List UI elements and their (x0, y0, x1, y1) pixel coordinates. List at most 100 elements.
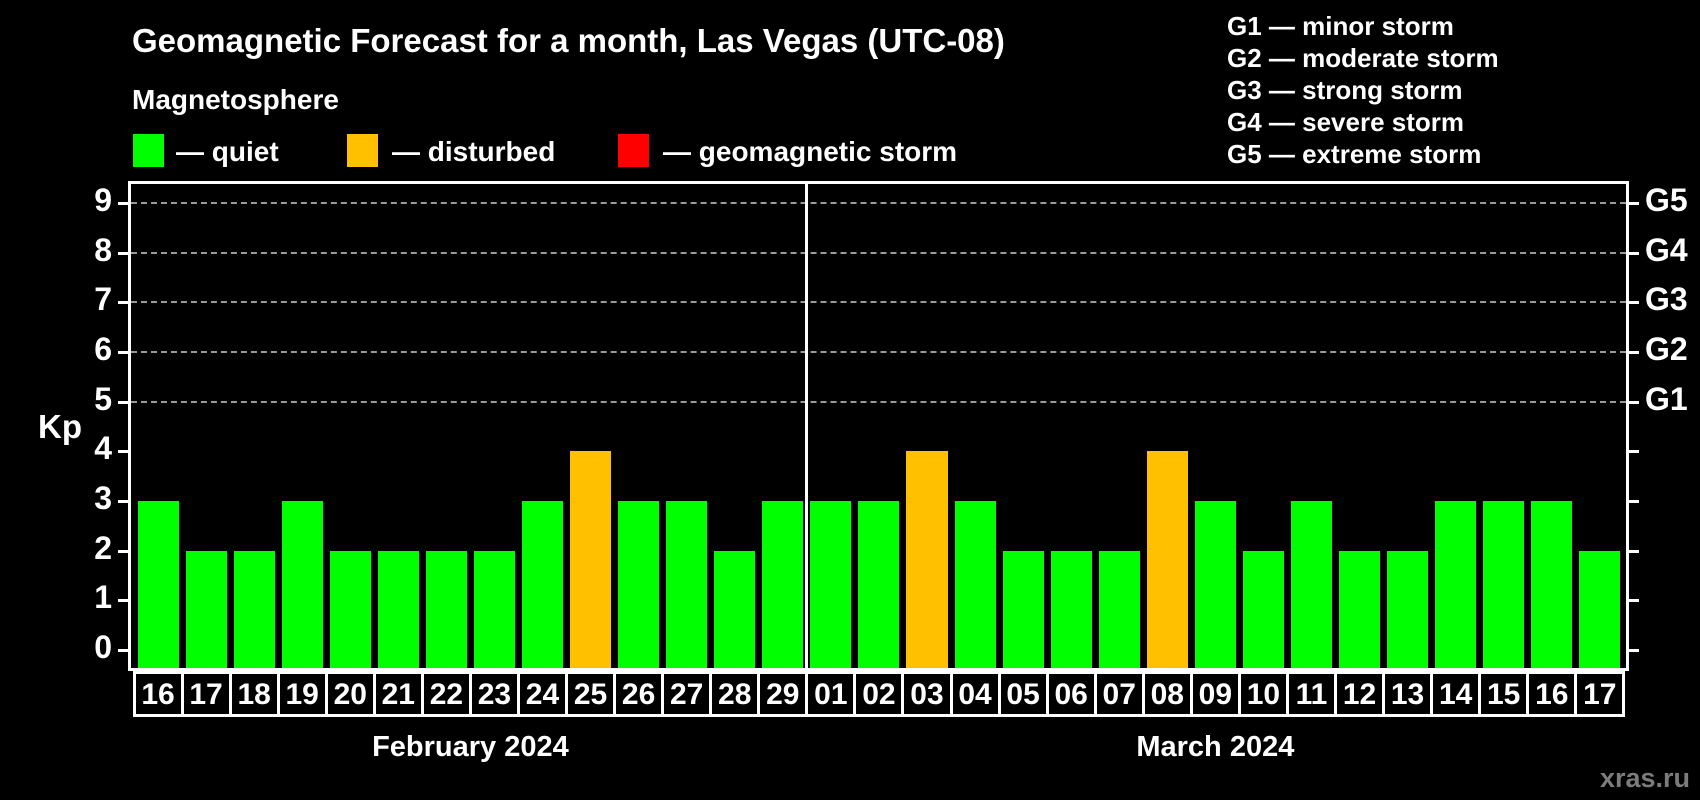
legend-label-disturbed: — disturbed (392, 136, 556, 167)
kp-bar-19 (281, 500, 323, 668)
y-tick-right (1626, 599, 1639, 603)
g-legend-line: G4 — severe storm (1227, 107, 1465, 137)
kp-bar-09 (1194, 500, 1236, 668)
gridline-G3 (131, 301, 1626, 304)
date-cell-01: 01 (805, 671, 857, 717)
y-tick-right (1626, 251, 1639, 255)
date-cell-04: 04 (949, 671, 1001, 717)
g-legend-line: G1 — minor storm (1227, 11, 1454, 41)
g-level-label-G4: G4 (1645, 231, 1688, 268)
date-cell-15: 15 (1478, 671, 1530, 717)
kp-bar-24 (521, 500, 564, 668)
y-tick-right (1626, 549, 1639, 553)
g-scale-legend: G1 — minor storm G2 — moderate storm G3 — … (1227, 10, 1499, 170)
y-axis-title: Kp (38, 408, 82, 445)
watermark: xras.ru (1599, 763, 1690, 793)
kp-bar-08 (1146, 451, 1188, 668)
kp-bar-16 (137, 500, 179, 668)
kp-bar-26 (618, 500, 660, 668)
date-cell-21: 21 (372, 671, 424, 717)
y-tick-right (1626, 450, 1639, 454)
y-tick-left (118, 499, 131, 503)
y-tick-left (118, 201, 131, 205)
y-tick-label: 1 (94, 579, 112, 616)
kp-bar-21 (377, 550, 419, 668)
date-cell-19: 19 (276, 671, 328, 717)
kp-bar-03 (906, 451, 948, 668)
kp-bar-27 (666, 500, 708, 668)
y-tick-left (118, 251, 131, 255)
y-tick-label: 7 (94, 281, 112, 318)
y-tick-left (118, 301, 131, 305)
y-tick-left (118, 549, 131, 553)
date-cell-10: 10 (1237, 671, 1289, 717)
date-cell-06: 06 (1045, 671, 1097, 717)
legend-label-quiet: — quiet (176, 136, 279, 167)
legend-swatch-quiet (133, 134, 164, 167)
month-label-0: February 2024 (372, 731, 569, 763)
y-tick-label: 9 (94, 181, 112, 218)
month-label-1: March 2024 (1136, 731, 1295, 763)
legend-label-storm: — geomagnetic storm (663, 136, 958, 167)
date-cell-02: 02 (853, 671, 905, 717)
date-cell-03: 03 (901, 671, 953, 717)
y-tick-right (1626, 400, 1639, 404)
y-tick-right (1626, 301, 1639, 305)
kp-bar-12 (1339, 550, 1381, 668)
kp-bar-23 (473, 550, 515, 668)
page-title: Geomagnetic Forecast for a month, Las Ve… (132, 22, 1005, 59)
y-tick-label: 5 (94, 380, 112, 417)
y-tick-label: 3 (94, 479, 112, 516)
kp-bar-05 (1002, 550, 1044, 668)
g-level-label-G2: G2 (1645, 330, 1688, 367)
y-tick-left (118, 350, 131, 354)
date-cell-23: 23 (468, 671, 520, 717)
kp-bar-01 (810, 500, 852, 668)
legend-swatch-storm (618, 134, 649, 167)
date-cell-11: 11 (1285, 671, 1337, 717)
date-cell-22: 22 (420, 671, 472, 717)
y-tick-label: 8 (94, 231, 112, 268)
kp-bar-22 (425, 550, 467, 668)
date-cell-18: 18 (228, 671, 280, 717)
kp-bar-29 (762, 500, 804, 668)
date-cell-29: 29 (757, 671, 809, 717)
date-cell-08: 08 (1141, 671, 1193, 717)
plot-frame (128, 181, 1629, 671)
kp-bar-17 (185, 550, 227, 668)
g-legend-line: G5 — extreme storm (1227, 139, 1482, 169)
g-level-label-G5: G5 (1645, 181, 1688, 218)
kp-bar-25 (570, 451, 612, 668)
g-legend-line: G3 — strong storm (1227, 75, 1463, 105)
gridline-G1 (131, 400, 1626, 403)
y-tick-label: 4 (94, 430, 112, 467)
gridline-G4 (131, 251, 1626, 254)
kp-bar-20 (329, 550, 371, 668)
month-divider (805, 184, 809, 668)
date-cell-25: 25 (565, 671, 617, 717)
date-cell-16: 16 (132, 671, 184, 717)
y-tick-left (118, 649, 131, 652)
date-cell-09: 09 (1189, 671, 1241, 717)
date-cell-17: 17 (180, 671, 232, 717)
kp-bar-14 (1435, 500, 1477, 668)
y-tick-right (1626, 201, 1639, 205)
y-tick-label: 2 (94, 529, 112, 566)
date-cell-26: 26 (613, 671, 665, 717)
date-cell-20: 20 (324, 671, 376, 717)
kp-bar-02 (858, 500, 900, 668)
kp-bar-28 (714, 550, 756, 668)
date-cell-12: 12 (1334, 671, 1386, 717)
kp-bar-16 (1531, 500, 1573, 668)
kp-bar-06 (1050, 550, 1092, 668)
y-tick-left (118, 450, 131, 454)
date-cell-27: 27 (661, 671, 713, 717)
g-level-label-G3: G3 (1645, 281, 1688, 318)
y-tick-left (118, 599, 131, 603)
y-tick-label: 6 (94, 330, 112, 367)
y-tick-right (1626, 499, 1639, 503)
kp-bar-04 (954, 500, 996, 668)
y-tick-left (118, 400, 131, 404)
legend-swatch-disturbed (347, 134, 378, 167)
